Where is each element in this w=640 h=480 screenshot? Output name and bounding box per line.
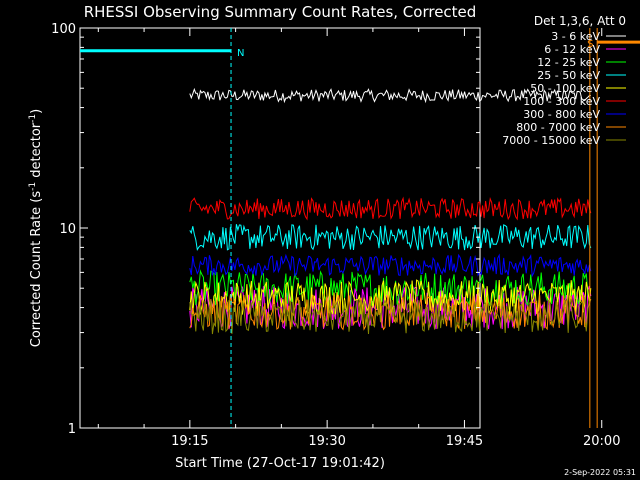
data-layer	[189, 87, 592, 335]
legend-label-8: 7000 - 15000 keV	[502, 134, 600, 147]
series-line-2-0	[189, 269, 592, 307]
y-tick-label-1: 10	[59, 222, 76, 237]
annotation-label-1: S	[587, 39, 593, 50]
series-line-5-0	[189, 196, 592, 221]
chart-title: RHESSI Observing Summary Count Rates, Co…	[84, 3, 477, 21]
series-line-6-0	[189, 253, 592, 278]
series-line-3-0	[189, 224, 592, 252]
annotation-label-0: N	[237, 48, 244, 59]
legend-label-1: 6 - 12 keV	[544, 43, 600, 56]
legend-label-7: 800 - 7000 keV	[516, 121, 600, 134]
series-line-7-0	[189, 294, 592, 331]
legend-label-2: 12 - 25 keV	[537, 56, 600, 69]
x-tick-label-0: 19:15	[171, 434, 208, 449]
series-line-8-0	[189, 298, 592, 335]
x-tick-label-1: 19:30	[308, 434, 345, 449]
legend-label-3: 25 - 50 keV	[537, 69, 600, 82]
series-line-0-0	[189, 87, 591, 104]
legend-label-5: 100 - 300 keV	[523, 95, 600, 108]
y-axis-label: Corrected Count Rate (s-1 detector-1)	[28, 109, 44, 347]
x-axis-label: Start Time (27-Oct-17 19:01:42)	[175, 456, 385, 471]
x-tick-label-2: 19:45	[446, 434, 483, 449]
legend-title: Det 1,3,6, Att 0	[534, 14, 626, 28]
y-tick-label-2: 100	[51, 22, 76, 37]
legend-label-4: 50 - 100 keV	[530, 82, 600, 95]
legend-label-0: 3 - 6 keV	[551, 30, 600, 43]
marker-layer: NS	[80, 28, 640, 428]
y-tick-label-0: 1	[68, 422, 76, 437]
footer-date: 2-Sep-2022 05:31	[564, 468, 636, 477]
series-line-4-0	[189, 279, 592, 315]
legend-label-6: 300 - 800 keV	[523, 108, 600, 121]
x-tick-label-3: 20:00	[583, 434, 620, 449]
